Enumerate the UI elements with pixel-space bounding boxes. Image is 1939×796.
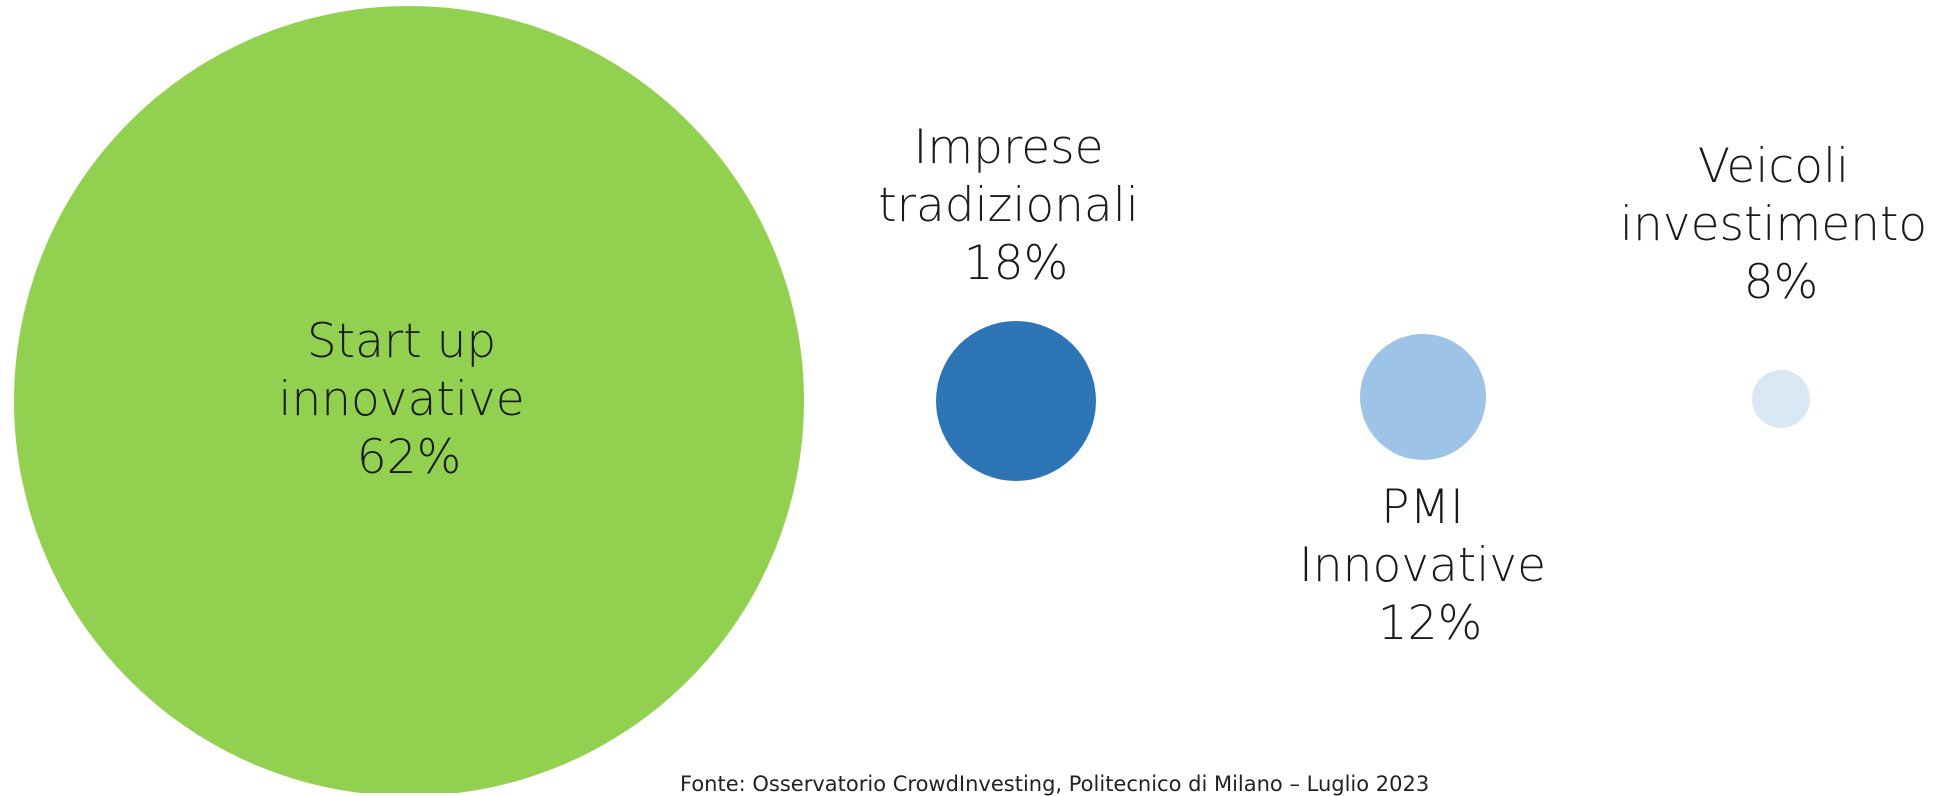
label-pmi-innovative: PMI Innovative 12% [1299,480,1561,651]
label-value: 18% [964,236,1068,291]
label-start-up-innovative: Start up innovative 62% [278,314,539,485]
label-line: Start up [307,314,496,369]
bubble-veicoli-investimento [1752,370,1810,428]
label-value: 12% [1378,596,1482,651]
label-imprese-tradizionali: Imprese tradizionali 18% [878,120,1154,291]
bubble-pmi-innovative [1360,334,1486,460]
label-line: PMI [1381,480,1464,535]
bubble-group-start-up: Start up innovative 62% [14,6,804,793]
bubble-group-imprese: Imprese tradizionali 18% [878,120,1154,481]
bubble-start-up-innovative [14,6,804,793]
label-line: tradizionali [878,178,1139,233]
bubble-imprese-tradizionali [936,321,1096,481]
bubble-group-veicoli: Veicoli investimento 8% [1620,139,1939,428]
label-value: 62% [357,430,461,485]
label-value: 8% [1744,255,1819,310]
label-line: Imprese [913,120,1103,175]
bubble-group-pmi: PMI Innovative 12% [1299,334,1561,651]
label-veicoli-investimento: Veicoli investimento 8% [1620,139,1939,310]
source-note: Fonte: Osservatorio CrowdInvesting, Poli… [680,772,1430,796]
label-line: Innovative [1299,538,1546,593]
label-line: investimento [1620,197,1927,252]
label-line: Veicoli [1698,139,1849,194]
label-line: innovative [278,372,524,427]
